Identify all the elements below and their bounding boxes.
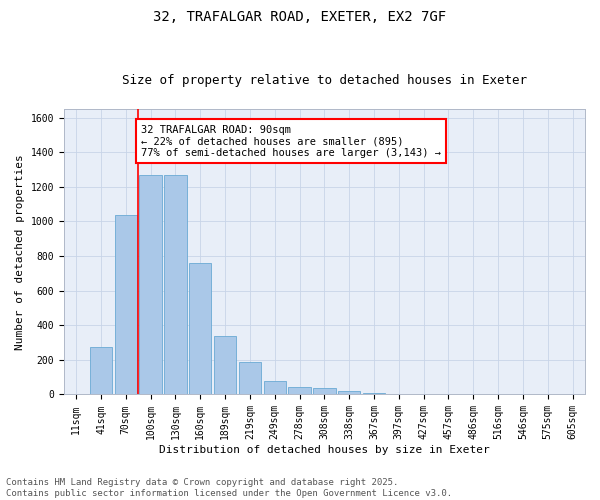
Text: Contains HM Land Registry data © Crown copyright and database right 2025.
Contai: Contains HM Land Registry data © Crown c… <box>6 478 452 498</box>
Title: Size of property relative to detached houses in Exeter: Size of property relative to detached ho… <box>122 74 527 87</box>
Bar <box>313 388 335 394</box>
Bar <box>289 386 311 394</box>
Bar <box>90 347 112 395</box>
X-axis label: Distribution of detached houses by size in Exeter: Distribution of detached houses by size … <box>159 445 490 455</box>
Text: 32, TRAFALGAR ROAD, EXETER, EX2 7GF: 32, TRAFALGAR ROAD, EXETER, EX2 7GF <box>154 10 446 24</box>
Bar <box>214 336 236 394</box>
Bar <box>263 380 286 394</box>
Bar <box>189 263 211 394</box>
Bar <box>139 174 162 394</box>
Bar <box>363 392 385 394</box>
Bar <box>338 391 361 394</box>
Bar <box>164 174 187 394</box>
Bar <box>239 362 261 394</box>
Bar <box>115 214 137 394</box>
Text: 32 TRAFALGAR ROAD: 90sqm
← 22% of detached houses are smaller (895)
77% of semi-: 32 TRAFALGAR ROAD: 90sqm ← 22% of detach… <box>141 124 441 158</box>
Y-axis label: Number of detached properties: Number of detached properties <box>15 154 25 350</box>
